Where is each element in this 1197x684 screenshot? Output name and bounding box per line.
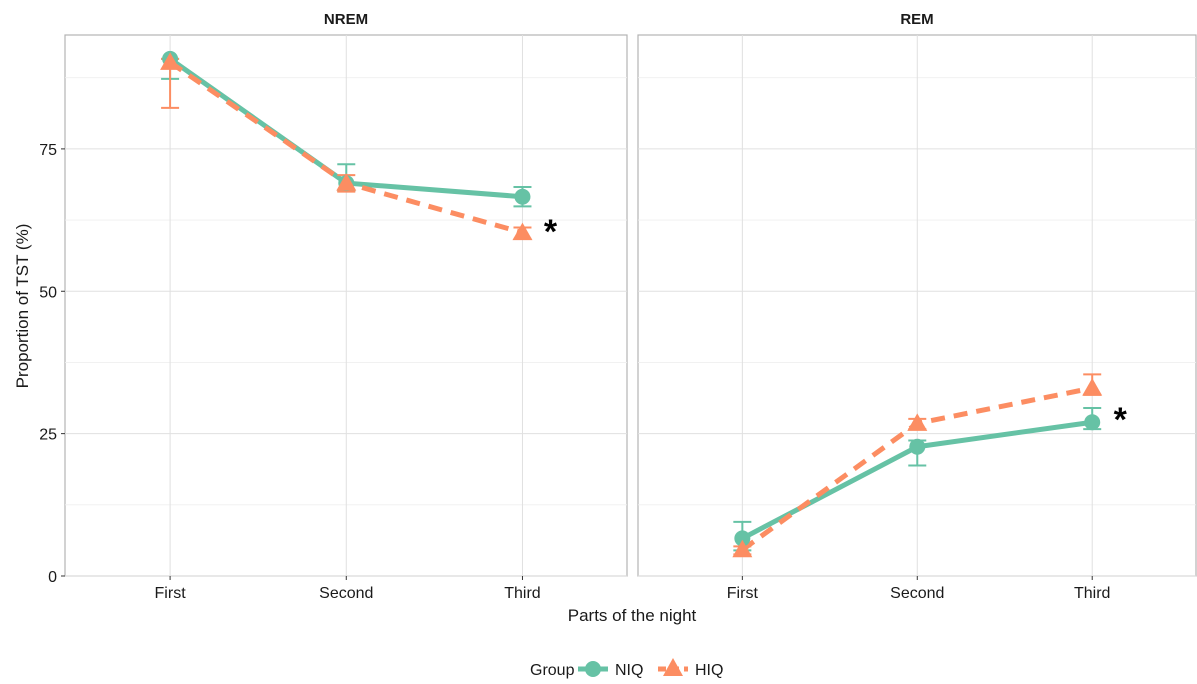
data-point-hiq (336, 173, 357, 191)
x-tick-label: First (155, 585, 187, 602)
data-point-niq (514, 188, 531, 205)
y-axis: 0 25 50 75 (39, 142, 65, 586)
data-point-hiq (1082, 378, 1103, 396)
significance-marker: * (1114, 401, 1128, 439)
legend: Group NIQ HIQ (530, 658, 723, 679)
panel-nrem: NREM First Second Third * (64, 11, 628, 602)
x-axis-title: Parts of the night (568, 606, 697, 625)
y-tick-label: 25 (39, 427, 57, 444)
data-point-hiq (160, 52, 181, 70)
y-tick-label: 75 (39, 142, 57, 159)
x-tick-label: Third (504, 585, 540, 602)
data-point-niq (1084, 414, 1101, 431)
legend-title: Group (530, 662, 575, 679)
x-tick-label: Third (1074, 585, 1110, 602)
legend-label: HIQ (695, 662, 723, 679)
y-tick-label: 0 (48, 569, 57, 586)
legend-key-marker (663, 658, 683, 676)
legend-item-niq: NIQ (578, 661, 643, 679)
data-point-hiq (907, 413, 928, 431)
data-point-hiq (512, 222, 533, 241)
panel-title: NREM (324, 11, 368, 28)
x-tick-label: First (727, 585, 759, 602)
y-tick-label: 50 (39, 284, 57, 301)
chart-panels: NREM First Second Third * REM First Second Third… (64, 11, 1197, 602)
legend-item-hiq: HIQ (658, 658, 723, 679)
data-point-niq (909, 438, 926, 455)
legend-key-marker (585, 661, 601, 677)
panel-rem: REM First Second Third * (637, 11, 1197, 602)
data-point-niq (734, 530, 751, 547)
panel-title: REM (900, 11, 933, 28)
legend-label: NIQ (615, 662, 643, 679)
x-tick-label: Second (890, 585, 944, 602)
x-tick-label: Second (319, 585, 373, 602)
significance-marker: * (544, 213, 558, 251)
y-axis-title: Proportion of TST (%) (13, 224, 32, 389)
data-point-hiq (732, 539, 753, 558)
